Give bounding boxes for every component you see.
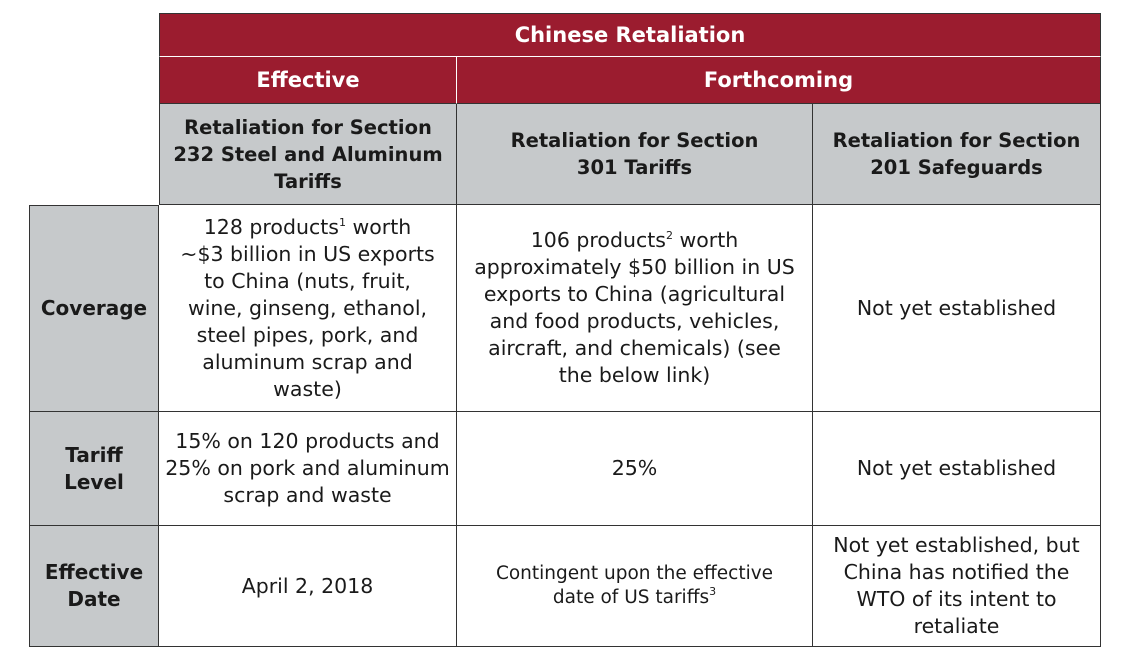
date-section-301: Contingent upon the effective date of US… [457, 526, 813, 647]
row-label-coverage: Coverage [29, 205, 159, 412]
date-section-201: Not yet established, but China has notif… [813, 526, 1101, 647]
table-title: Chinese Retaliation [159, 13, 1101, 57]
group-header-forthcoming: Forthcoming [457, 57, 1101, 104]
row-label-tariff-level: Tariff Level [29, 412, 159, 526]
column-header-section-232: Retaliation for Section 232 Steel and Al… [159, 104, 457, 205]
row-label-effective-date: Effective Date [29, 526, 159, 647]
coverage-section-301: 106 products2 worth approximately $50 bi… [457, 205, 813, 412]
column-header-section-201: Retaliation for Section 201 Safeguards [813, 104, 1101, 205]
date-section-232: April 2, 2018 [159, 526, 457, 647]
tariff-section-201: Not yet established [813, 412, 1101, 526]
table-title-text: Chinese Retaliation [514, 23, 746, 47]
coverage-section-232: 128 products1 worth ~$3 billion in US ex… [159, 205, 457, 412]
coverage-section-201: Not yet established [813, 205, 1101, 412]
tariff-section-301: 25% [457, 412, 813, 526]
tariff-section-232: 15% on 120 products and 25% on pork and … [159, 412, 457, 526]
column-header-section-301: Retaliation for Section 301 Tariffs [457, 104, 813, 205]
group-header-effective: Effective [159, 57, 457, 104]
